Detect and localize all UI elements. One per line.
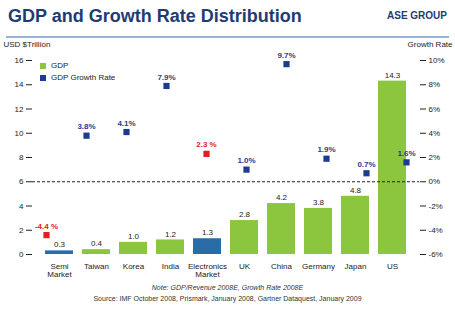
svg-text:2.3 %: 2.3 % (196, 140, 216, 149)
svg-text:1.2: 1.2 (165, 230, 177, 239)
svg-text:4.8: 4.8 (350, 186, 362, 195)
svg-text:2%: 2% (429, 153, 441, 162)
svg-text:0%: 0% (429, 177, 441, 186)
html-text:GDP Growth Rate: GDP Growth Rate (51, 73, 116, 82)
svg-text:US: US (387, 262, 398, 271)
svg-text:UK: UK (239, 262, 251, 271)
svg-text:-2%: -2% (429, 202, 443, 211)
svg-text:4: 4 (19, 202, 24, 211)
svg-text:ElectronicsMarket: ElectronicsMarket (188, 262, 227, 279)
svg-text:12: 12 (15, 105, 24, 114)
svg-text:0.7%: 0.7% (357, 160, 375, 169)
svg-text:Growth Rate: Growth Rate (408, 40, 453, 49)
svg-text:16: 16 (15, 56, 24, 65)
html-text:GDP and Growth Rate Distributi: GDP and Growth Rate Distribution (8, 6, 302, 26)
svg-text:8: 8 (19, 153, 24, 162)
html-text:Source: IMF October 2008, Pris: Source: IMF October 2008, Prismark, Janu… (93, 295, 362, 302)
svg-text:1.0: 1.0 (128, 232, 140, 241)
svg-text:10: 10 (15, 129, 24, 138)
svg-text:10%: 10% (429, 56, 445, 65)
svg-text:6: 6 (19, 177, 24, 186)
svg-text:Taiwan: Taiwan (84, 262, 109, 271)
svg-text:Germany: Germany (302, 262, 335, 271)
svg-text:7.9%: 7.9% (157, 73, 175, 82)
svg-text:3.8%: 3.8% (77, 122, 95, 131)
svg-text:9.7%: 9.7% (277, 51, 295, 60)
svg-text:-4.4 %: -4.4 % (35, 222, 58, 231)
svg-text:8%: 8% (429, 80, 441, 89)
svg-text:2: 2 (19, 226, 24, 235)
html-text:GDP: GDP (51, 61, 69, 70)
svg-text:1.6%: 1.6% (397, 149, 415, 158)
svg-text:3.8: 3.8 (313, 198, 325, 207)
svg-text:-6%: -6% (429, 250, 443, 259)
svg-text:4%: 4% (429, 129, 441, 138)
svg-text:1.3: 1.3 (202, 228, 214, 237)
html-text:ASE GROUP: ASE GROUP (387, 10, 447, 21)
svg-text:0.4: 0.4 (91, 239, 103, 248)
svg-text:-4%: -4% (429, 226, 443, 235)
svg-text:USD $Trillion: USD $Trillion (4, 40, 51, 49)
svg-text:0.3: 0.3 (54, 240, 66, 249)
html-text:Note: GDP/Revenue 2008E, Growt: Note: GDP/Revenue 2008E, Growth Rate 200… (151, 284, 304, 291)
svg-text:China: China (271, 262, 292, 271)
svg-text:14: 14 (15, 80, 24, 89)
svg-text:6%: 6% (429, 105, 441, 114)
svg-text:Korea: Korea (123, 262, 145, 271)
svg-text:2.8: 2.8 (239, 210, 251, 219)
svg-text:SemiMarket: SemiMarket (47, 262, 72, 279)
svg-text:Japan: Japan (345, 262, 367, 271)
svg-text:1.9%: 1.9% (317, 145, 335, 154)
svg-text:0: 0 (19, 250, 24, 259)
svg-text:4.1%: 4.1% (117, 119, 135, 128)
svg-text:14.3: 14.3 (385, 71, 401, 80)
svg-text:1.0%: 1.0% (237, 156, 255, 165)
svg-text:4.2: 4.2 (276, 193, 288, 202)
svg-text:India: India (162, 262, 180, 271)
